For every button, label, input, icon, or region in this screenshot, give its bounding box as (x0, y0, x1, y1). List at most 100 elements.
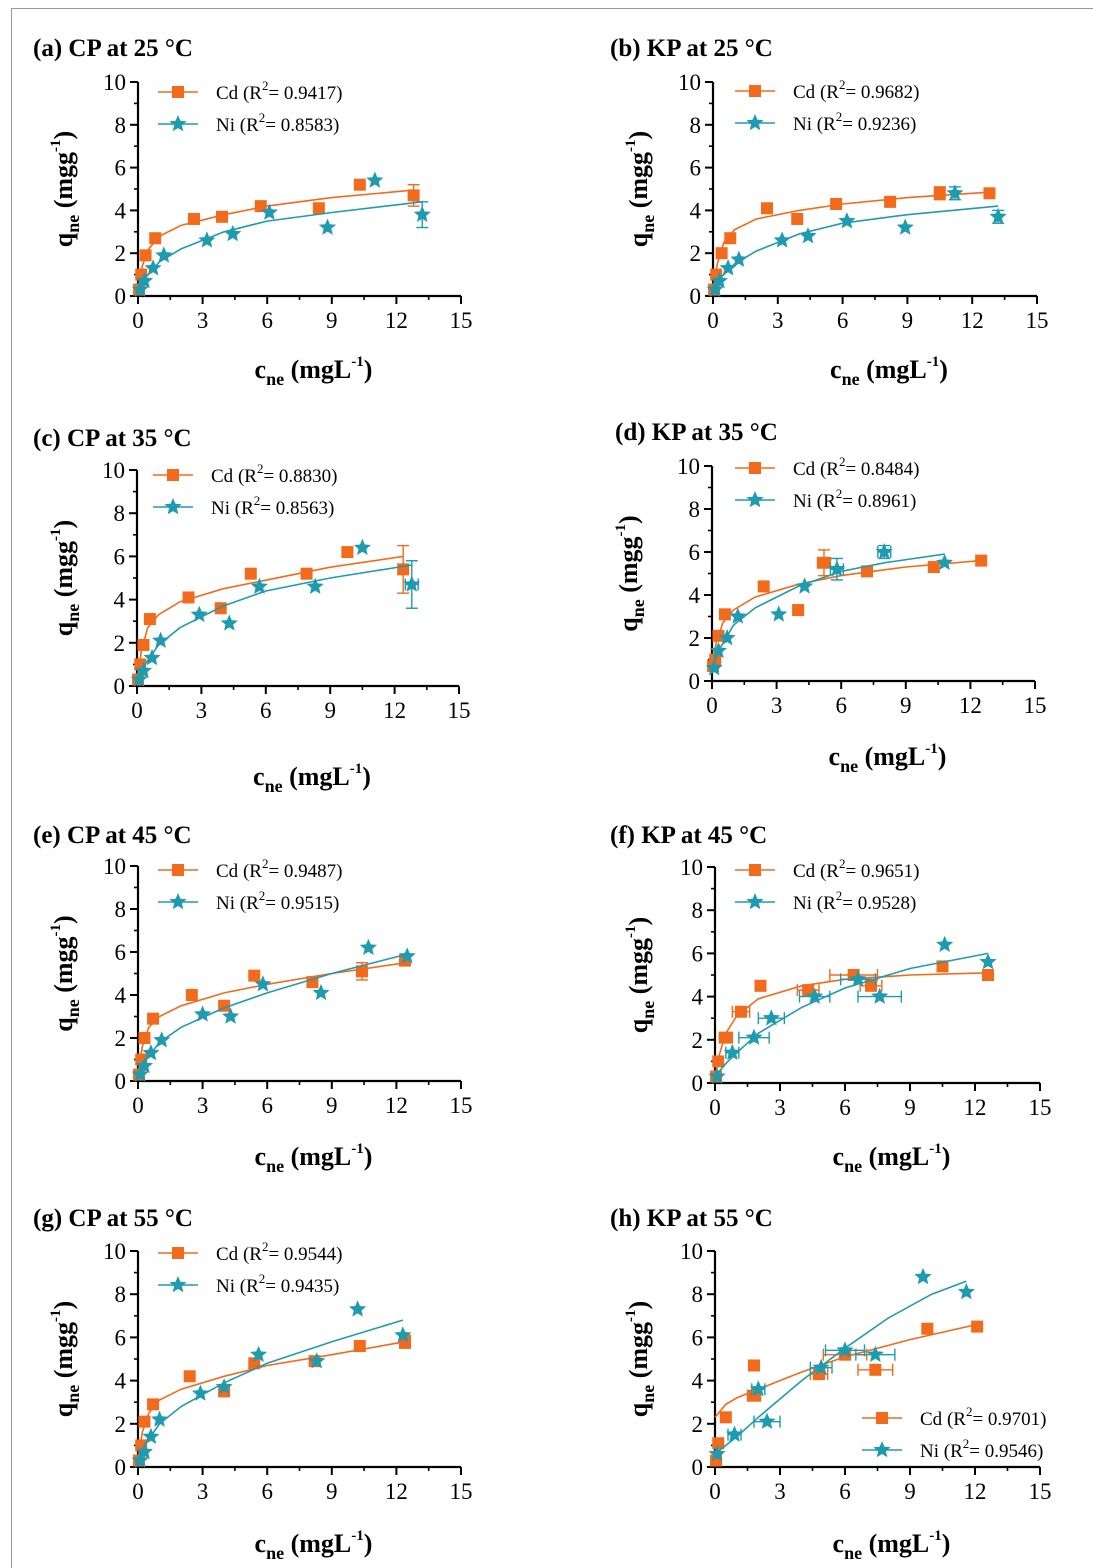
data-point-ni (215, 1378, 233, 1395)
x-tick-label: 3 (197, 1479, 209, 1504)
panel-title: (e) CP at 45 °C (33, 822, 192, 849)
x-tick-label: 3 (197, 308, 209, 333)
panel-f: (f) KP at 45 °C 0 2 4 6 8 10 0 3 6 9 12 15 cne (mgL-1… (610, 822, 1052, 1176)
y-tick-label: 0 (115, 284, 127, 309)
data-point-cd (244, 567, 257, 580)
x-tick-label: 0 (131, 698, 143, 723)
y-tick-label: 8 (115, 113, 127, 138)
y-tick-label: 8 (689, 497, 701, 522)
panel-title: (d) KP at 35 °C (615, 419, 778, 446)
series-ni (706, 184, 1007, 297)
data-point-cd (143, 613, 156, 626)
data-point-ni (828, 560, 846, 577)
legend-marker (749, 85, 761, 97)
series-ni (705, 543, 954, 676)
data-point-cd (715, 247, 728, 260)
panel-title: (h) KP at 55 °C (610, 1205, 773, 1232)
data-point-cd (983, 187, 996, 200)
y-tick-label: 4 (689, 583, 701, 608)
data-point-ni (773, 231, 791, 248)
fit-curve-cd (712, 191, 990, 290)
x-axis-label: cne (mgL-1) (255, 1528, 373, 1563)
legend-label: Cd (R2= 0.9682) (793, 77, 919, 103)
y-tick-label: 0 (115, 1069, 127, 1094)
data-point-ni (812, 1358, 830, 1375)
series-cd (132, 544, 410, 686)
x-tick-label: 12 (964, 1479, 987, 1504)
x-tick-label: 9 (326, 1093, 338, 1118)
legend-marker (169, 1276, 187, 1293)
legend-label: Ni (R2= 0.9236) (793, 109, 916, 135)
legend-label: Cd (R2= 0.8830) (211, 461, 337, 487)
data-point-ni (936, 553, 954, 570)
y-tick-label: 0 (692, 1071, 704, 1096)
data-point-ni (896, 218, 914, 235)
x-tick-label: 12 (385, 1479, 408, 1504)
y-tick-label: 4 (692, 1369, 704, 1394)
fit-curve-cd (714, 1323, 978, 1418)
data-point-ni (979, 953, 997, 970)
series-cd (133, 954, 412, 1081)
data-point-ni (142, 1044, 160, 1061)
data-point-ni (836, 1341, 854, 1358)
data-point-ni (770, 605, 788, 622)
y-tick-label: 0 (114, 674, 126, 699)
data-point-cd (185, 989, 198, 1001)
x-axis-label: cne (mgL-1) (253, 761, 371, 796)
fit-curve-ni (712, 205, 999, 291)
data-point-cd (712, 629, 725, 642)
y-tick-label: 10 (103, 854, 126, 879)
data-point-cd (817, 556, 830, 569)
y-axis-label: qne (mgg-1) (623, 917, 658, 1033)
legend-entry-cd: Cd (R2= 0.9651) (735, 856, 919, 882)
y-tick-label: 4 (115, 198, 127, 223)
x-tick-label: 6 (835, 693, 847, 718)
y-tick-label: 10 (680, 855, 703, 880)
data-point-cd (724, 232, 737, 245)
series-ni (708, 935, 997, 1084)
data-point-cd (802, 984, 815, 997)
data-point-ni (349, 1300, 367, 1317)
data-point-ni (308, 1352, 326, 1369)
legend-label: Ni (R2= 0.8583) (216, 110, 339, 136)
legend-marker (169, 115, 187, 132)
x-tick-label: 6 (837, 308, 849, 333)
legend-label: Ni (R2= 0.8961) (793, 486, 916, 512)
y-tick-label: 2 (115, 1026, 127, 1051)
x-tick-label: 12 (383, 698, 406, 723)
data-point-cd (735, 1005, 747, 1018)
data-point-cd (353, 178, 366, 191)
y-tick-label: 10 (677, 454, 700, 479)
x-tick-label: 12 (385, 1093, 408, 1118)
data-point-ni (135, 272, 153, 289)
data-point-cd (933, 187, 946, 200)
data-point-cd (884, 195, 897, 208)
x-tick-label: 15 (448, 698, 471, 723)
data-point-ni (191, 1384, 209, 1401)
data-point-cd (139, 249, 152, 262)
data-point-ni (957, 1283, 975, 1300)
data-point-cd (353, 1340, 366, 1353)
y-tick-label: 8 (690, 113, 702, 138)
y-axis-label: qne (mgg-1) (48, 1301, 83, 1417)
y-tick-label: 2 (692, 1028, 704, 1053)
legend-marker (172, 864, 184, 876)
y-tick-label: 4 (115, 1369, 127, 1394)
x-tick-label: 9 (326, 308, 338, 333)
data-point-ni (190, 605, 208, 622)
data-point-ni (194, 1005, 212, 1022)
data-point-cd (149, 232, 162, 245)
data-point-ni (936, 935, 954, 952)
series-ni (131, 171, 431, 297)
legend-label: Ni (R2= 0.9515) (216, 888, 339, 914)
data-point-ni (745, 1028, 763, 1045)
data-point-cd (248, 1357, 261, 1370)
x-axis-label: cne (mgL-1) (833, 1141, 951, 1176)
data-point-ni (413, 205, 431, 222)
y-tick-label: 8 (115, 1282, 127, 1307)
data-point-ni (849, 970, 867, 987)
y-tick-label: 6 (115, 1325, 127, 1350)
legend-marker (749, 462, 761, 474)
data-point-cd (187, 212, 200, 225)
legend-marker (164, 498, 182, 515)
